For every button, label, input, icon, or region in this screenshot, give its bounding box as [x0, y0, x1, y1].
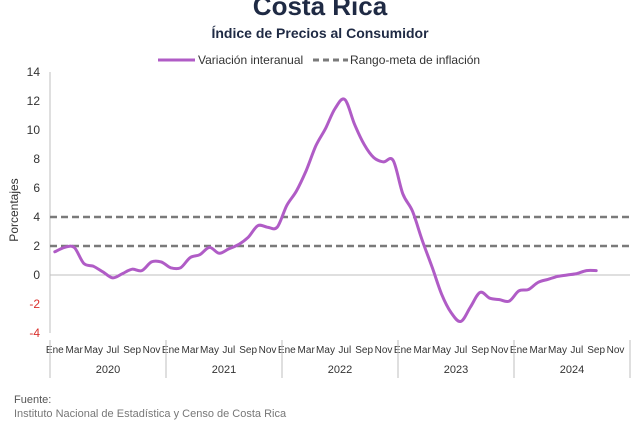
y-tick-label: 14	[27, 65, 41, 79]
x-tick-label: Jul	[570, 345, 583, 356]
x-tick-label: Nov	[491, 345, 509, 356]
chart-title: Costa Rica	[252, 0, 388, 21]
x-tick-label: May	[316, 345, 335, 356]
x-tick-label: Ene	[46, 345, 64, 356]
x-tick-label: May	[84, 345, 103, 356]
x-tick-label: Mar	[298, 345, 316, 356]
x-tick-label: May	[200, 345, 219, 356]
x-tick-label: Jul	[222, 345, 235, 356]
x-tick-label: Mar	[530, 345, 548, 356]
x-tick-label: Sep	[471, 345, 489, 356]
x-tick-label: Sep	[587, 345, 605, 356]
y-tick-label: 2	[33, 239, 40, 253]
x-tick-label: Sep	[123, 345, 141, 356]
x-tick-label: Jul	[454, 345, 467, 356]
x-tick-label: Ene	[278, 345, 296, 356]
x-tick-label: May	[548, 345, 567, 356]
x-year-label: 2024	[560, 364, 584, 376]
x-tick-label: Nov	[607, 345, 625, 356]
x-year-label: 2021	[212, 364, 236, 376]
x-tick-label: Nov	[143, 345, 161, 356]
x-year-label: 2020	[96, 364, 120, 376]
x-tick-label: Sep	[239, 345, 257, 356]
y-axis-label: Porcentajes	[7, 178, 21, 241]
legend-label-series: Variación interanual	[198, 53, 303, 67]
x-tick-label: Nov	[259, 345, 277, 356]
y-tick-label: -2	[29, 297, 40, 311]
y-tick-label: -4	[29, 326, 40, 340]
legend: Variación interanual Rango-meta de infla…	[158, 53, 480, 67]
chart-subtitle: Índice de Precios al Consumidor	[211, 25, 429, 41]
y-tick-label: 4	[33, 210, 40, 224]
x-tick-label: Ene	[162, 345, 180, 356]
x-tick-label: Jul	[338, 345, 351, 356]
source-title: Fuente:	[14, 394, 52, 406]
source-text: Instituto Nacional de Estadística y Cens…	[14, 408, 287, 420]
series-line-variacion	[53, 97, 598, 323]
y-tick-label: 6	[33, 181, 40, 195]
x-tick-label: Mar	[66, 345, 84, 356]
x-year-label: 2022	[328, 364, 352, 376]
x-tick-label: Ene	[394, 345, 412, 356]
x-tick-label: Mar	[414, 345, 432, 356]
legend-label-target: Rango-meta de inflación	[350, 53, 480, 67]
x-tick-label: Jul	[106, 345, 119, 356]
x-tick-label: Mar	[182, 345, 200, 356]
y-tick-label: 12	[27, 94, 41, 108]
y-tick-label: 8	[33, 152, 40, 166]
x-tick-label: Nov	[375, 345, 393, 356]
y-tick-label: 0	[33, 268, 40, 282]
y-tick-label: 10	[27, 123, 41, 137]
x-tick-label: Sep	[355, 345, 373, 356]
x-year-label: 2023	[444, 364, 468, 376]
x-tick-label: Ene	[510, 345, 528, 356]
x-tick-label: May	[432, 345, 451, 356]
